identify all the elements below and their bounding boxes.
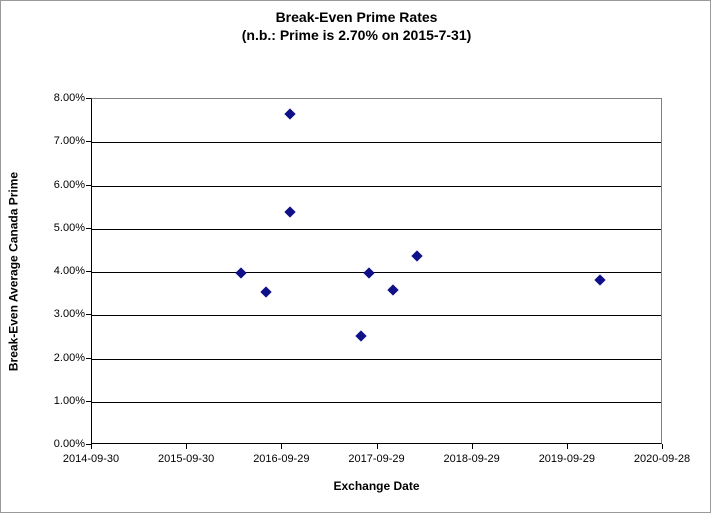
x-tick-label: 2020-09-28	[633, 453, 691, 465]
y-tick-label: 0.00%	[53, 438, 85, 450]
x-tick-mark	[471, 444, 473, 449]
y-tick-mark	[86, 98, 91, 99]
y-tick-label: 5.00%	[53, 221, 85, 234]
y-tick-mark	[86, 444, 91, 445]
gridline	[92, 185, 661, 187]
y-tick-label: 1.00%	[53, 394, 85, 407]
x-tick-label: 2016-09-29	[253, 453, 310, 465]
x-tick-mark	[566, 444, 568, 449]
gridline	[92, 272, 661, 273]
y-tick-label: 2.00%	[53, 351, 85, 364]
gridline	[92, 142, 661, 144]
chart-title: Break-Even Prime Rates	[275, 9, 438, 25]
y-tick-mark	[86, 357, 91, 359]
x-tick-mark	[662, 444, 663, 449]
y-tick-mark	[86, 314, 91, 316]
x-tick-label: 2018-09-29	[443, 453, 500, 465]
gridline	[92, 358, 661, 360]
chart-title-block: Break-Even Prime Rates (n.b.: Prime is 2…	[1, 8, 710, 44]
x-tick-mark	[376, 444, 378, 449]
x-tick-mark	[186, 444, 188, 449]
y-tick-mark	[86, 400, 91, 402]
gridline	[92, 401, 661, 403]
y-tick-label: 6.00%	[53, 178, 85, 191]
y-tick-mark	[86, 141, 91, 143]
gridline	[92, 228, 661, 230]
x-axis-title: Exchange Date	[333, 479, 420, 493]
y-tick-label: 3.00%	[53, 308, 85, 321]
x-tick-label: 2015-09-30	[158, 453, 215, 465]
y-tick-mark	[86, 227, 91, 229]
plot-area	[91, 98, 662, 444]
x-tick-mark	[91, 444, 92, 449]
x-tick-label: 2017-09-29	[348, 453, 405, 465]
y-tick-mark	[86, 271, 91, 272]
y-tick-mark	[86, 184, 91, 186]
y-tick-label: 7.00%	[53, 135, 85, 148]
y-tick-label: 8.00%	[53, 92, 85, 104]
y-tick-label: 4.00%	[53, 265, 85, 277]
x-tick-label: 2014-09-30	[62, 453, 120, 465]
x-tick-label: 2019-09-29	[538, 453, 595, 465]
chart-subtitle: (n.b.: Prime is 2.70% on 2015-7-31)	[241, 27, 472, 43]
x-tick-mark	[281, 444, 283, 449]
gridline	[92, 315, 661, 317]
